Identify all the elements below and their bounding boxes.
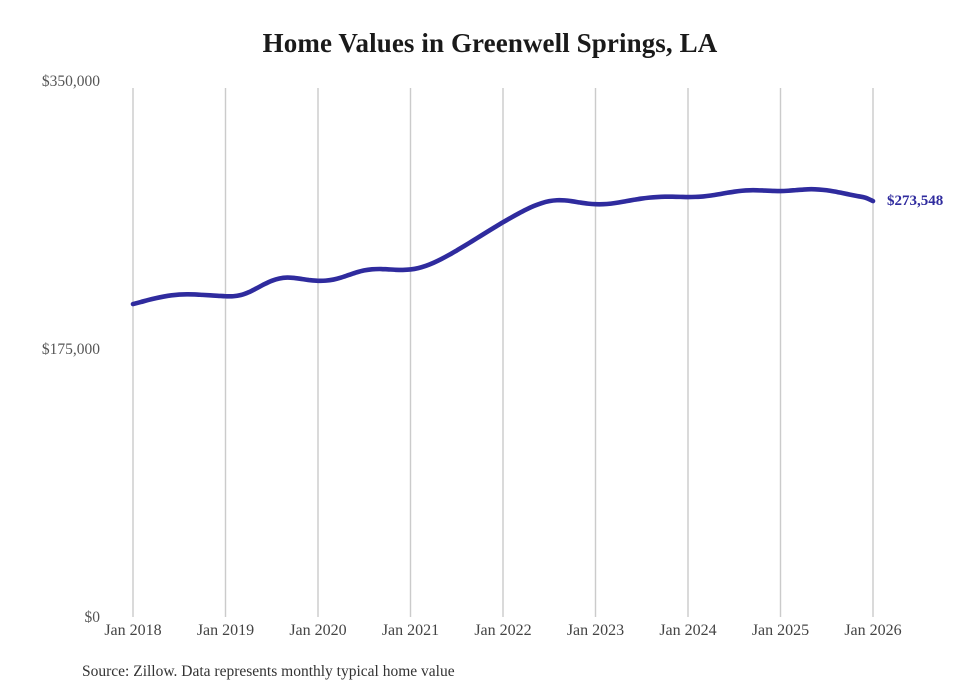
vertical-gridlines [132,88,874,617]
x-tick-label: Jan 2023 [566,622,625,639]
x-tick-label: Jan 2020 [289,622,347,639]
x-tick-label: Jan 2026 [844,622,902,639]
source-note: Source: Zillow. Data represents monthly … [82,663,455,680]
x-tick-label: Jan 2024 [659,622,717,639]
y-tick-label: $175,000 [41,341,100,358]
end-value-annotation: $273,548 [887,193,944,210]
y-tick-label: $350,000 [41,73,100,90]
x-tick-label: Jan 2018 [104,622,162,639]
series-line-0 [130,186,876,307]
x-tick-label: Jan 2022 [474,622,532,639]
chart-title: Home Values in Greenwell Springs, LA [262,28,718,58]
x-tick-label: Jan 2025 [751,622,810,639]
x-tick-label: Jan 2021 [381,622,440,639]
data-series-group [130,186,876,307]
x-tick-label: Jan 2019 [196,622,255,639]
y-tick-label: $0 [84,609,101,626]
